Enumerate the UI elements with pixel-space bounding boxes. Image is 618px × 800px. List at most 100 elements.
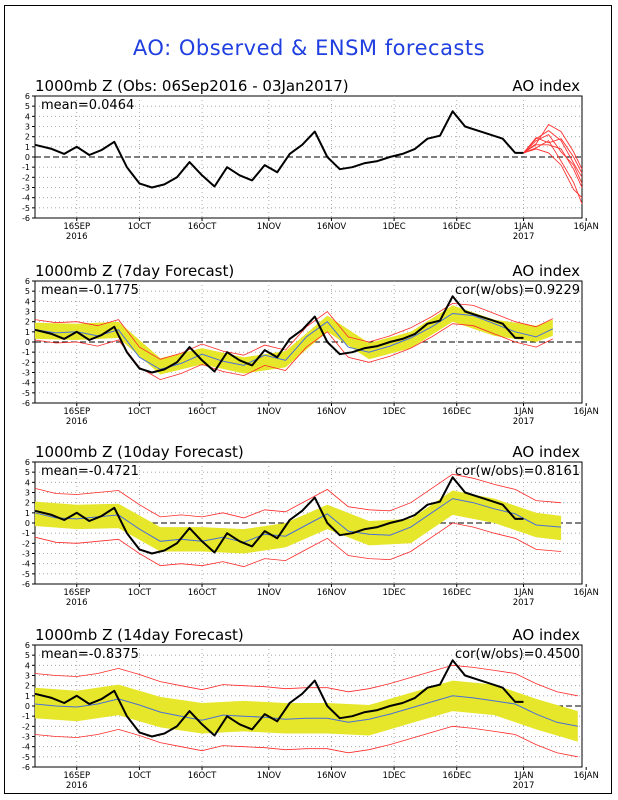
y-tick-label: -4: [22, 560, 30, 569]
y-tick-label: 2: [25, 682, 30, 691]
x-tick-label: 16DEC: [442, 588, 471, 598]
observed-line: [34, 110, 524, 189]
y-tick-label: 1: [25, 692, 30, 701]
x-tick-label: 1NOV: [257, 222, 281, 232]
y-tick-label: -3: [22, 369, 30, 378]
ensemble-member-line: [523, 144, 583, 188]
spread-band: [35, 305, 553, 375]
y-tick-label: 1: [25, 509, 30, 518]
x-tick-label: 16NOV: [317, 588, 347, 598]
x-tick-label: 1DEC: [382, 588, 405, 598]
y-tick-label: 6: [25, 277, 30, 286]
panel-index-label: AO index: [512, 626, 580, 644]
panel-index-label: AO index: [512, 77, 580, 95]
x-tick-label: 1NOV: [257, 588, 281, 598]
observed-line: [34, 295, 524, 374]
x-tick-label: 16JAN: [573, 771, 598, 781]
chart-panel-1: 1000mb Z (Obs: 06Sep2016 - 03Jan2017) AO …: [22, 77, 599, 242]
x-tick-label: 1JAN: [514, 222, 534, 232]
x-tick-year: 2017: [513, 781, 535, 791]
x-tick-label: 16SEP: [63, 222, 90, 232]
chart-panel-2: 1000mb Z (7day Forecast) AO index6543210-…: [22, 262, 599, 427]
mean-annotation: mean=-0.8375: [41, 647, 139, 662]
x-tick-year: 2016: [66, 598, 88, 608]
correlation-annotation: cor(w/obs)=0.9229: [455, 283, 580, 298]
y-tick-label: 3: [25, 308, 30, 317]
x-tick-label: 1NOV: [257, 407, 281, 417]
spread-lower-line: [34, 522, 562, 568]
observed-line: [34, 476, 524, 555]
y-tick-label: 3: [25, 672, 30, 681]
x-tick-label: 16OCT: [188, 407, 217, 417]
y-tick-label: 4: [25, 478, 30, 487]
x-tick-label: 16SEP: [63, 588, 90, 598]
y-tick-label: -1: [22, 529, 30, 538]
x-tick-label: 16JAN: [573, 222, 598, 232]
ensemble-member-line: [523, 137, 583, 174]
x-tick-label: 1OCT: [128, 222, 152, 232]
correlation-annotation: cor(w/obs)=0.8161: [455, 464, 580, 479]
y-tick-label: -4: [22, 194, 30, 203]
ensemble-member-line: [523, 123, 583, 170]
y-tick-label: -2: [22, 358, 30, 367]
x-tick-label: 16NOV: [317, 222, 347, 232]
x-tick-label: 1JAN: [514, 407, 534, 417]
y-tick-label: -5: [22, 570, 30, 579]
y-tick-label: -1: [22, 163, 30, 172]
y-tick-label: -6: [22, 399, 30, 408]
spread-upper-line: [34, 473, 562, 519]
x-tick-year: 2017: [513, 232, 535, 242]
y-tick-label: -2: [22, 722, 30, 731]
y-tick-label: 0: [25, 702, 30, 711]
ensemble-member-line: [523, 148, 583, 199]
ensemble-mean-line: [34, 695, 578, 727]
mean-annotation: mean=-0.1775: [41, 283, 139, 298]
y-tick-label: 5: [25, 468, 30, 477]
panel-title: 1000mb Z (Obs: 06Sep2016 - 03Jan2017): [35, 77, 349, 95]
panel-title: 1000mb Z (7day Forecast): [35, 262, 234, 280]
x-tick-label: 1JAN: [514, 771, 534, 781]
y-tick-label: 3: [25, 489, 30, 498]
x-tick-label: 1JAN: [514, 588, 534, 598]
figure-title: AO: Observed & ENSM forecasts: [132, 36, 486, 60]
x-tick-label: 16DEC: [442, 407, 471, 417]
y-tick-label: -6: [22, 763, 30, 772]
y-tick-label: 6: [25, 92, 30, 101]
y-tick-label: 4: [25, 661, 30, 670]
x-tick-label: 1DEC: [382, 771, 405, 781]
x-tick-label: 1OCT: [128, 771, 152, 781]
y-tick-label: 1: [25, 143, 30, 152]
panel-title: 1000mb Z (10day Forecast): [35, 443, 244, 461]
y-tick-label: 5: [25, 287, 30, 296]
spread-lower-line: [34, 323, 553, 381]
x-tick-label: 16OCT: [188, 222, 217, 232]
y-tick-label: 0: [25, 338, 30, 347]
x-tick-label: 1OCT: [128, 407, 152, 417]
ensemble-mean-line: [34, 312, 554, 370]
y-tick-label: -3: [22, 184, 30, 193]
y-tick-label: -5: [22, 389, 30, 398]
spread-upper-line: [34, 302, 553, 360]
spread-upper-line: [34, 664, 578, 697]
x-tick-label: 1DEC: [382, 407, 405, 417]
x-tick-label: 16OCT: [188, 771, 217, 781]
mean-annotation: mean=0.0464: [41, 98, 134, 113]
y-tick-label: 0: [25, 519, 30, 528]
x-tick-year: 2017: [513, 417, 535, 427]
x-tick-label: 16OCT: [188, 588, 217, 598]
x-tick-year: 2016: [66, 417, 88, 427]
x-tick-label: 1OCT: [128, 588, 152, 598]
y-tick-label: 6: [25, 641, 30, 650]
observed-line: [34, 659, 524, 738]
x-tick-label: 16NOV: [317, 771, 347, 781]
y-tick-label: 5: [25, 102, 30, 111]
x-tick-year: 2017: [513, 598, 535, 608]
figure-frame: [4, 5, 612, 794]
y-tick-label: -6: [22, 214, 30, 223]
panel-index-label: AO index: [512, 262, 580, 280]
y-tick-label: 4: [25, 297, 30, 306]
x-tick-label: 16NOV: [317, 407, 347, 417]
x-tick-year: 2016: [66, 781, 88, 791]
panel-index-label: AO index: [512, 443, 580, 461]
y-tick-label: 2: [25, 133, 30, 142]
